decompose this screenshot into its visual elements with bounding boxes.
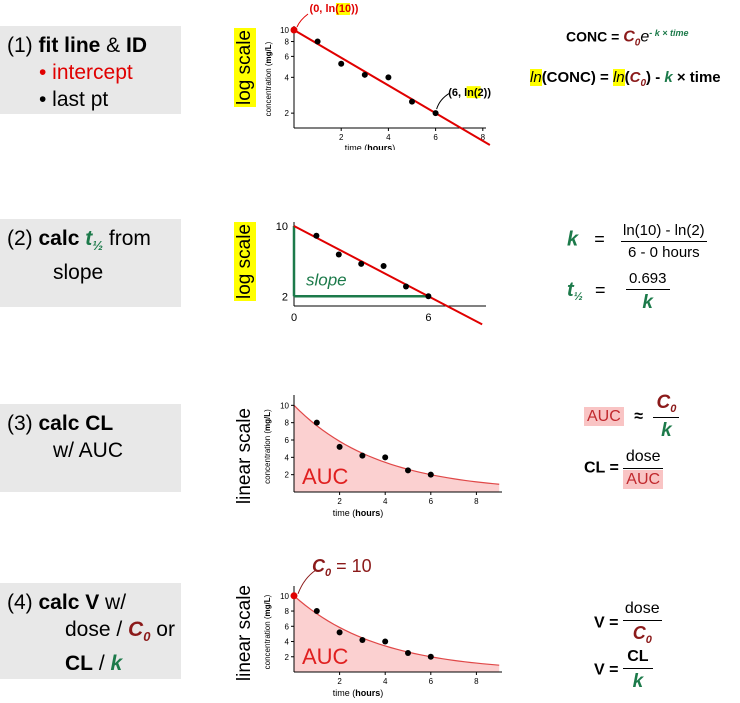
c0-point bbox=[290, 592, 298, 600]
data-point bbox=[313, 419, 320, 426]
v-dose-equation: V = dose C0 bbox=[594, 600, 662, 647]
x-tick-label: 6 bbox=[429, 497, 434, 506]
auc-area bbox=[294, 595, 500, 672]
auc-label: AUC bbox=[302, 464, 349, 489]
data-point bbox=[405, 649, 411, 656]
data-point bbox=[359, 452, 366, 459]
y-tick-label: 4 bbox=[285, 453, 290, 462]
y-tick-label: 8 bbox=[285, 607, 290, 616]
bullet-intercept: • intercept bbox=[39, 61, 133, 84]
data-point bbox=[385, 74, 392, 81]
highlight-ln-2 bbox=[466, 86, 481, 99]
data-point bbox=[382, 638, 389, 645]
data-point bbox=[427, 471, 434, 478]
data-point bbox=[427, 653, 434, 660]
decay-curve bbox=[293, 595, 500, 666]
x-tick-label: 4 bbox=[383, 497, 388, 506]
plot-3-linear-auc: 10 8 6 4 2 2 4 6 8 time (hours) concentration (mg/… bbox=[263, 395, 502, 518]
x-tick-label: 6 bbox=[433, 133, 438, 142]
plot-4-linear-auc: 10 8 6 4 2 2 4 6 8 time (hours) concentration (mg/… bbox=[263, 556, 502, 698]
y-tick-label: 8 bbox=[285, 38, 290, 47]
step-2-box: (2) calc t½ from slope bbox=[0, 219, 181, 307]
x-tick-label: 0 bbox=[291, 312, 297, 324]
data-point bbox=[432, 110, 439, 117]
x-tick-label: 6 bbox=[425, 312, 431, 324]
x-tick-label: 8 bbox=[481, 133, 486, 142]
auc-area bbox=[294, 405, 500, 492]
data-point bbox=[361, 71, 368, 78]
y-tick-label: 2 bbox=[285, 109, 290, 118]
data-point bbox=[425, 293, 432, 300]
y-axis-label: concentration (mg/L) bbox=[264, 41, 273, 116]
y-tick-label: 4 bbox=[285, 638, 290, 647]
x-tick-label: 4 bbox=[383, 677, 388, 686]
fit-line bbox=[293, 225, 483, 326]
x-tick-label: 2 bbox=[339, 133, 344, 142]
plot-1-log: 10 8 6 4 2 2 4 6 8 time (hours) concentration (mg/… bbox=[264, 3, 491, 150]
y-tick-label: 2 bbox=[282, 291, 288, 303]
x-axis-label: time (hours) bbox=[333, 688, 384, 698]
t-half-equation: t½ = 0.693 k bbox=[567, 270, 670, 314]
y-tick-label: 10 bbox=[280, 26, 289, 35]
x-tick-label: 8 bbox=[474, 677, 479, 686]
x-tick-label: 2 bbox=[337, 677, 342, 686]
data-point bbox=[382, 454, 389, 461]
bullet-last-pt: • last pt bbox=[39, 88, 109, 111]
intercept-point bbox=[290, 26, 298, 34]
step-3-box: (3) calc CL w/ AUC bbox=[0, 404, 181, 492]
slope-label: slope bbox=[306, 270, 347, 289]
x-tick-label: 2 bbox=[337, 497, 342, 506]
y-tick-label: 10 bbox=[280, 592, 289, 601]
v-cl-equation: V = CL k bbox=[594, 648, 653, 693]
x-axis-label: time (hours) bbox=[345, 143, 396, 150]
data-point bbox=[358, 260, 365, 267]
data-point bbox=[314, 38, 321, 45]
step-1-box: (1) fit line & ID • intercept • last pt bbox=[0, 26, 181, 114]
x-tick-label: 4 bbox=[386, 133, 391, 142]
y-tick-label: 10 bbox=[276, 221, 288, 233]
data-point bbox=[403, 283, 409, 290]
data-point bbox=[313, 232, 320, 239]
intercept-annotation: (0, ln(10)) bbox=[310, 3, 359, 15]
y-tick-label: 2 bbox=[285, 653, 290, 662]
data-point bbox=[313, 608, 320, 615]
decay-curve bbox=[293, 404, 500, 485]
x-tick-label: 6 bbox=[429, 677, 434, 686]
last-point-arrow bbox=[436, 92, 450, 110]
y-axis-label: concentration (mg/L) bbox=[263, 409, 272, 484]
y-tick-label: 4 bbox=[285, 73, 290, 82]
fit-line bbox=[293, 29, 491, 146]
auc-label: AUC bbox=[302, 644, 349, 669]
intercept-arrow bbox=[296, 13, 309, 28]
data-point bbox=[359, 637, 366, 643]
data-point bbox=[335, 251, 342, 258]
y-tick-label: 6 bbox=[285, 52, 290, 61]
y-axis-label: concentration (mg/L) bbox=[263, 594, 272, 669]
y-tick-label: 6 bbox=[285, 622, 290, 631]
cl-equation: CL = dose AUC bbox=[584, 448, 664, 489]
last-point-annotation: (6, ln(2)) bbox=[448, 87, 491, 99]
x-tick-label: 8 bbox=[474, 497, 479, 506]
c0-annotation: C0 = 10 bbox=[312, 556, 372, 579]
data-point bbox=[409, 98, 415, 105]
data-point bbox=[336, 629, 343, 636]
conc-equation: CONC = C0e- k × time bbox=[566, 28, 689, 49]
auc-approx-equation: AUC ≈ C0 k bbox=[584, 392, 680, 442]
data-point bbox=[405, 467, 411, 474]
data-point bbox=[336, 443, 343, 450]
y-tick-label: 8 bbox=[285, 419, 290, 428]
data-point bbox=[338, 60, 345, 67]
plot-2-log-slope: 10 20 6 slope bbox=[276, 221, 486, 326]
y-tick-label: 6 bbox=[285, 436, 290, 445]
step-4-box: (4) calc V w/ dose / C0 or CL / k bbox=[0, 583, 181, 679]
x-axis-label: time (hours) bbox=[333, 508, 384, 518]
y-tick-label: 2 bbox=[285, 471, 290, 480]
ln-conc-equation: ln(CONC) = ln(C0) - k × time bbox=[530, 69, 721, 89]
c0-arrow bbox=[297, 569, 317, 594]
y-tick-label: 10 bbox=[280, 401, 289, 410]
highlight-ln-1 bbox=[336, 3, 350, 15]
data-point bbox=[380, 263, 387, 269]
k-equation: k = ln(10) - ln(2) 6 - 0 hours bbox=[567, 222, 707, 261]
